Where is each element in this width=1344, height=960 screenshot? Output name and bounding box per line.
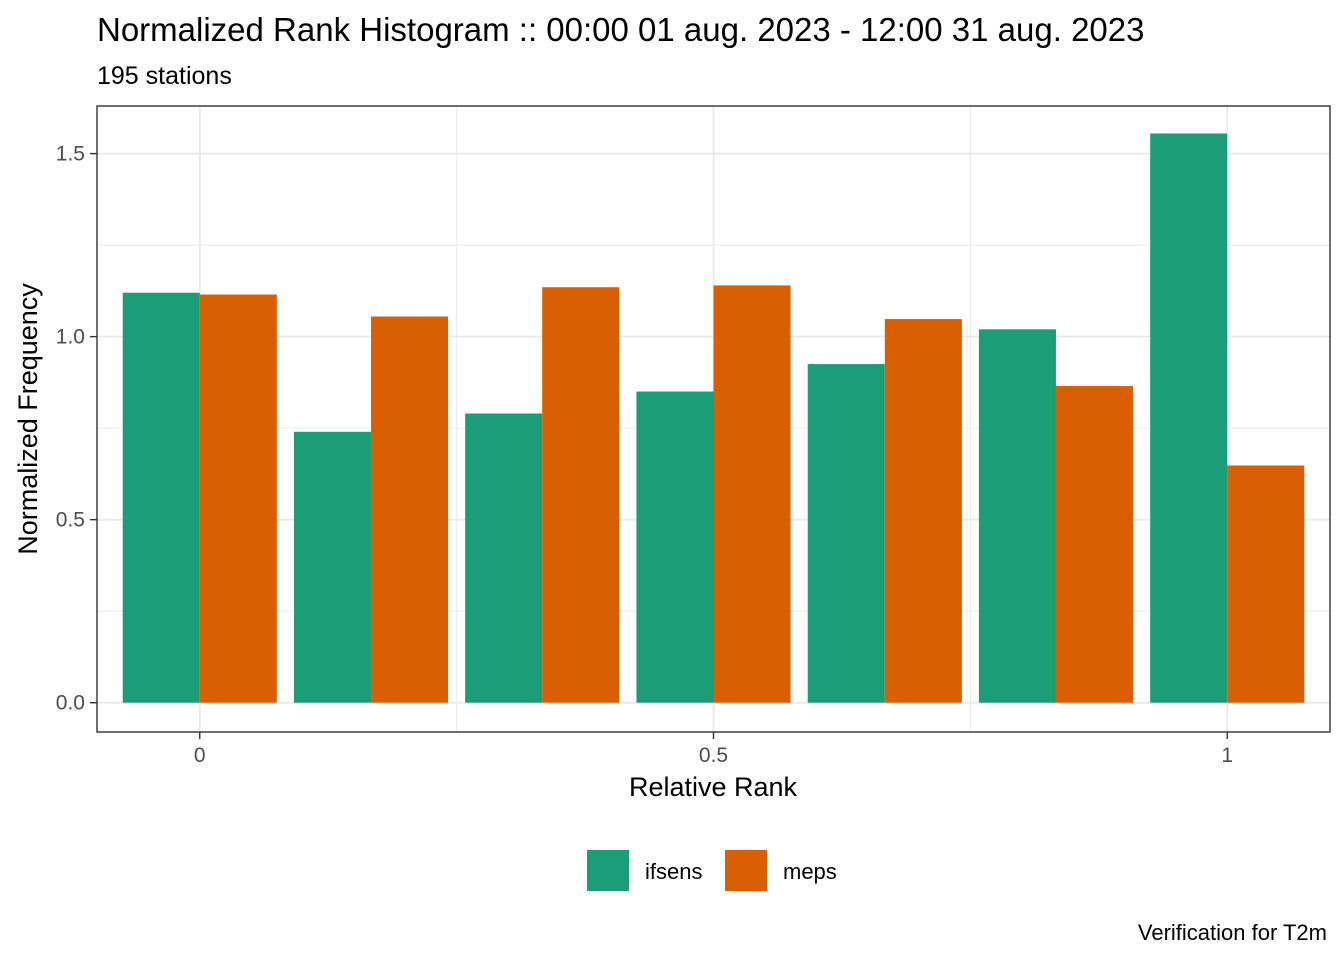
y-tick-label: 1.0 bbox=[56, 326, 85, 349]
bar-meps bbox=[199, 294, 277, 703]
y-tick-label: 0.5 bbox=[56, 509, 85, 532]
legend-label-meps: meps bbox=[783, 859, 837, 884]
bar-meps bbox=[1227, 465, 1305, 703]
y-tick-label: 1.5 bbox=[56, 143, 85, 166]
bar-ifsens bbox=[465, 413, 543, 703]
legend: ifsens meps bbox=[587, 850, 837, 891]
chart-title: Normalized Rank Histogram :: 00:00 01 au… bbox=[97, 11, 1145, 48]
bar-meps bbox=[371, 316, 449, 703]
bar-meps bbox=[713, 285, 791, 703]
y-axis-title: Normalized Frequency bbox=[13, 283, 43, 555]
bars bbox=[122, 133, 1305, 703]
legend-key-ifsens bbox=[587, 850, 629, 891]
bar-ifsens bbox=[978, 329, 1056, 703]
bar-meps bbox=[1055, 386, 1134, 703]
chart-subtitle: 195 stations bbox=[97, 62, 232, 90]
bar-ifsens bbox=[1150, 133, 1228, 703]
bar-meps bbox=[884, 319, 962, 703]
legend-label-ifsens: ifsens bbox=[645, 859, 702, 884]
bar-ifsens bbox=[122, 292, 200, 703]
x-tick-label: 0 bbox=[194, 744, 206, 767]
x-tick-label: 0.5 bbox=[699, 744, 728, 767]
axes: 0.0 0.5 1.0 1.5 0 0.5 1 bbox=[56, 143, 1233, 767]
bar-meps bbox=[542, 287, 620, 703]
bar-ifsens bbox=[807, 364, 885, 703]
bar-ifsens bbox=[293, 431, 372, 703]
bar-ifsens bbox=[636, 391, 714, 703]
x-axis-title: Relative Rank bbox=[629, 772, 798, 802]
y-tick-label: 0.0 bbox=[56, 692, 85, 715]
x-tick-label: 1 bbox=[1221, 744, 1233, 767]
chart-caption: Verification for T2m bbox=[1138, 920, 1327, 945]
legend-key-meps bbox=[725, 850, 767, 891]
